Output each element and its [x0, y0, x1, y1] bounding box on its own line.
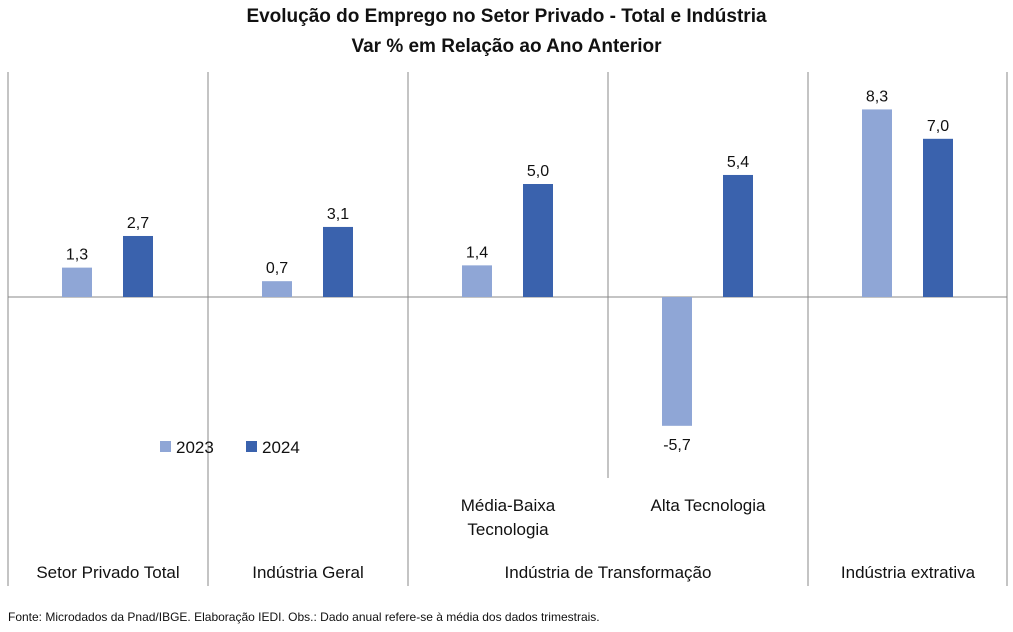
data-label-2024-1: 2,7: [127, 215, 149, 232]
data-label-2023-5: 8,3: [866, 88, 888, 105]
legend-label-2024: 2024: [262, 438, 300, 457]
bar-2023-5: [862, 109, 892, 297]
chart-title: Evolução do Emprego no Setor Privado - T…: [246, 6, 767, 27]
bar-2024-4: [723, 174, 753, 297]
data-label-2024-5: 7,0: [927, 118, 949, 135]
group-label-3: Indústria de Transformação: [505, 563, 712, 582]
legend-label-2023: 2023: [176, 438, 214, 457]
group-label-4: Indústria extrativa: [841, 563, 976, 582]
subcategory-label-3-line-1: Média-Baixa: [461, 496, 556, 515]
data-label-2023-3: 1,4: [466, 244, 488, 261]
group-label-2: Indústria Geral: [252, 563, 364, 582]
subcategory-label-4-line-1: Alta Tecnologia: [651, 496, 767, 515]
bar-2024-3: [523, 184, 553, 297]
bar-2023-3: [462, 265, 492, 297]
bar-2024-1: [123, 235, 153, 297]
legend-swatch-2023: [160, 441, 171, 452]
bar-chart: 1,3 2,7 0,7 3,1 1,4 5,0 -5,7 5,4 8,3 7,0 Média-Bai…: [7, 72, 1008, 586]
bar-2023-4: [662, 297, 692, 426]
data-label-2023-4: -5,7: [663, 437, 691, 454]
data-label-2023-2: 0,7: [266, 260, 288, 277]
source-note: Fonte: Microdados da Pnad/IBGE. Elaboraç…: [8, 610, 600, 624]
bar-2023-2: [262, 281, 292, 297]
bar-2024-2: [323, 226, 353, 297]
bar-2024-5: [923, 138, 953, 297]
data-label-2024-4: 5,4: [727, 154, 749, 171]
subcategory-label-3-line-2: Tecnologia: [467, 520, 549, 539]
group-label-1: Setor Privado Total: [36, 563, 179, 582]
legend-swatch-2024: [246, 441, 257, 452]
data-label-2024-3: 5,0: [527, 163, 549, 180]
bar-2023-1: [62, 267, 92, 297]
data-label-2024-2: 3,1: [327, 206, 349, 223]
chart-subtitle: Var % em Relação ao Ano Anterior: [351, 36, 662, 57]
data-label-2023-1: 1,3: [66, 247, 88, 264]
